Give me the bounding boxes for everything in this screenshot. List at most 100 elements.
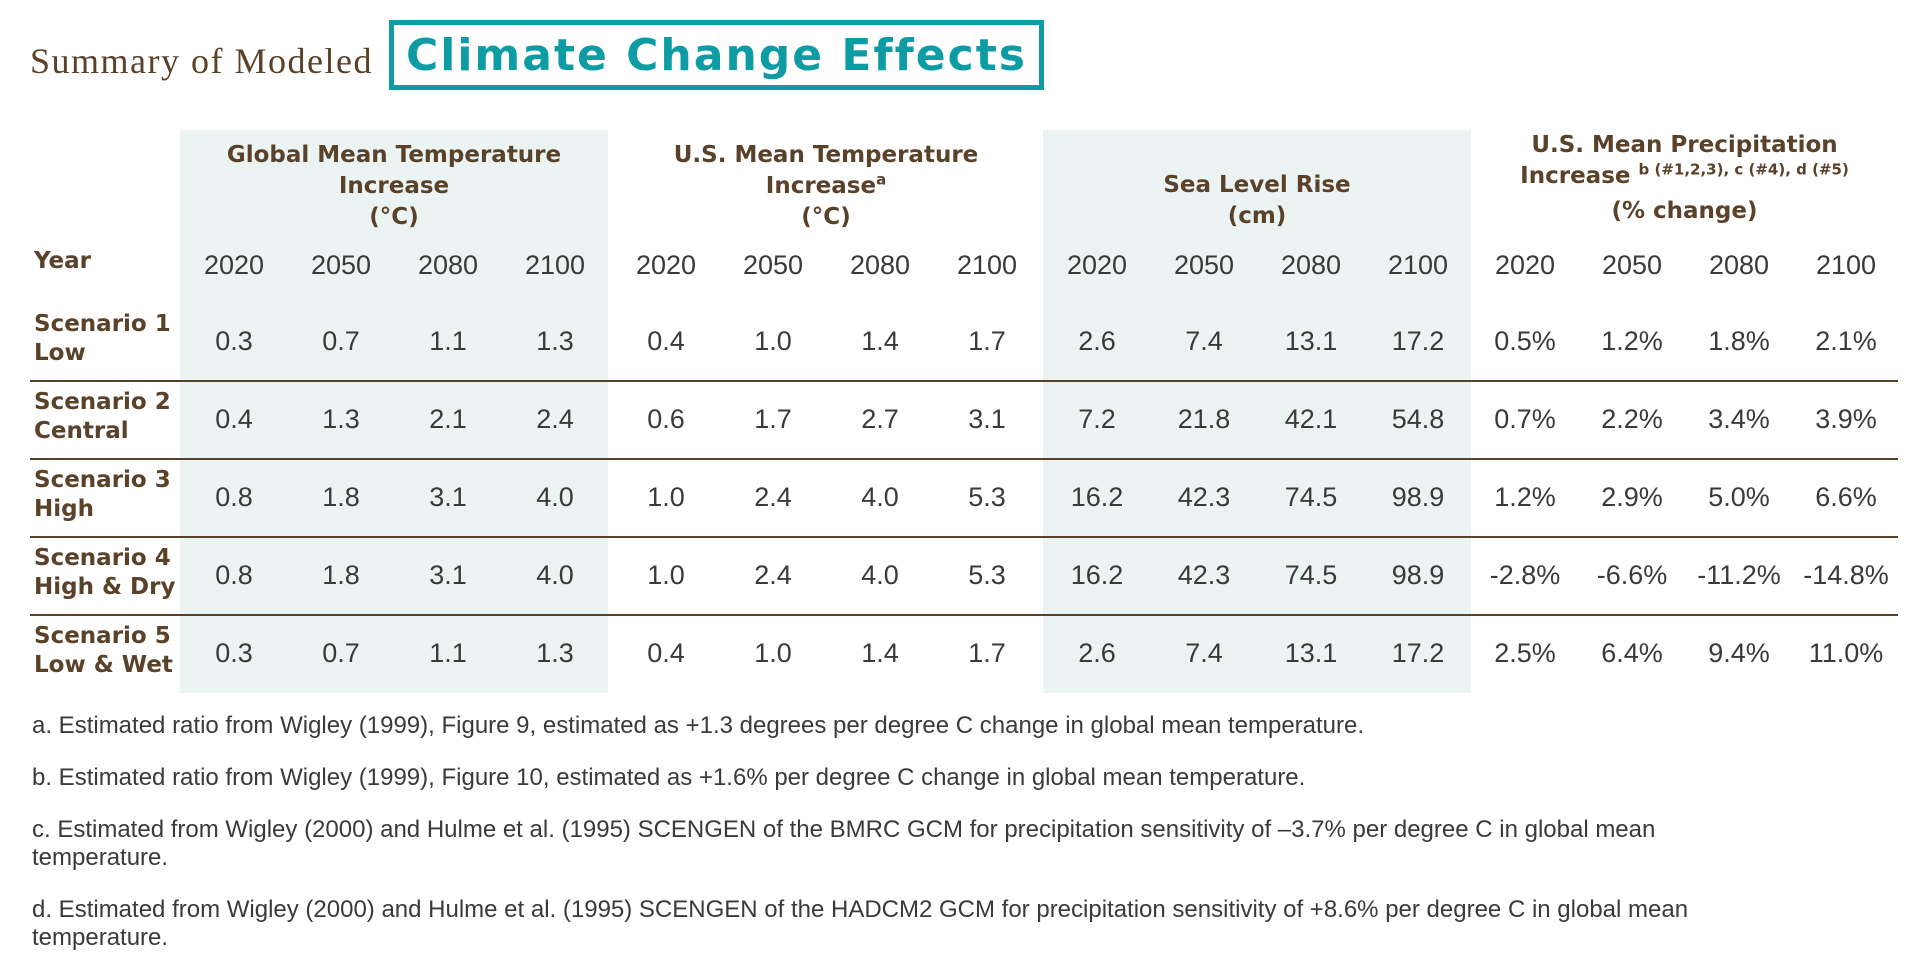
table-cell: -6.6% — [1596, 560, 1668, 590]
table-cell: 7.4 — [1185, 638, 1223, 668]
table-cell: 0.7% — [1494, 404, 1556, 434]
table-cell: 16.2 — [1070, 482, 1124, 512]
table-row: Scenario 2 Central 0.4 1.3 2.1 2.4 0.6 1.7 2.7 3.… — [30, 380, 1898, 458]
table-cell: 1.8 — [322, 560, 360, 590]
table-cell: 0.4 — [647, 638, 685, 668]
title-box: Climate Change Effects — [388, 20, 1044, 90]
table-cell: 17.2 — [1391, 638, 1445, 668]
table-cell: 1.8 — [322, 482, 360, 512]
row-divider — [30, 614, 1898, 616]
scenario-sub: Low & Wet — [34, 652, 173, 678]
table-row: Scenario 1 Low 0.3 0.7 1.1 1.3 0.4 1.0 1.4 1.7 2.6… — [30, 302, 1898, 380]
table-cell: 0.7 — [322, 638, 360, 668]
footnote-a: a. Estimated ratio from Wigley (1999), F… — [32, 712, 1365, 739]
table-cell: 2.5% — [1494, 638, 1556, 668]
scenario-name: Scenario 4 — [34, 545, 171, 571]
table-cell: 1.0 — [647, 482, 685, 512]
table-cell: 2.4 — [536, 404, 574, 434]
table-cell: 4.0 — [861, 482, 899, 512]
table-cell: 1.3 — [536, 326, 574, 356]
group-header-line2: Increase — [765, 173, 877, 199]
table-cell: 2.6 — [1078, 638, 1116, 668]
table-cell: 2.9% — [1601, 482, 1663, 512]
shade-sea-level — [1043, 130, 1471, 693]
table-cell: 6.6% — [1815, 482, 1877, 512]
table-cell: 1.1 — [429, 638, 467, 668]
year-label: Year — [34, 248, 92, 274]
footnote-marker: a — [876, 170, 887, 189]
scenario-sub: Low — [34, 340, 86, 366]
group-header-global-temperature: Global Mean Temperature Increase (°C) — [180, 140, 608, 233]
group-header-unit: (cm) — [1227, 203, 1287, 229]
table-cell: 1.4 — [861, 326, 899, 356]
table-cell: 7.4 — [1185, 326, 1223, 356]
table-cell: 42.3 — [1177, 560, 1231, 590]
table-cell: 21.8 — [1177, 404, 1231, 434]
table-cell: 0.6 — [647, 404, 685, 434]
row-label: Scenario 4 High & Dry — [34, 544, 175, 602]
table-cell: 2.4 — [754, 482, 792, 512]
scenario-name: Scenario 1 — [34, 311, 171, 337]
footnote-d: d. Estimated from Wigley (2000) and Hulm… — [32, 896, 1689, 951]
group-header-unit: (°C) — [369, 204, 419, 230]
table-cell: 0.3 — [215, 326, 253, 356]
table-cell: 1.3 — [322, 404, 360, 434]
table-cell: 1.7 — [754, 404, 792, 434]
table-cell: 13.1 — [1284, 638, 1338, 668]
table-cell: 1.7 — [968, 638, 1006, 668]
scenario-name: Scenario 2 — [34, 389, 171, 415]
group-header-line2: Increase — [338, 173, 450, 199]
year-header-cell: 2080 — [1280, 250, 1342, 280]
table-cell: 5.3 — [968, 560, 1006, 590]
table-row: Scenario 4 High & Dry 0.8 1.8 3.1 4.0 1.0 2.4 4.… — [30, 536, 1898, 614]
footnotes: a. Estimated ratio from Wigley (1999), F… — [32, 712, 1772, 976]
table-cell: 4.0 — [536, 560, 574, 590]
group-header-unit: (°C) — [801, 204, 851, 230]
row-label: Scenario 5 Low & Wet — [34, 622, 173, 680]
table-cell: 4.0 — [861, 560, 899, 590]
table-cell: 0.4 — [215, 404, 253, 434]
group-header-line1: Sea Level Rise — [1163, 172, 1351, 198]
table-cell: 16.2 — [1070, 560, 1124, 590]
table-cell: 3.1 — [968, 404, 1006, 434]
table-cell: 2.2% — [1601, 404, 1663, 434]
row-label: Scenario 1 Low — [34, 310, 171, 368]
group-header-line1: U.S. Mean Temperature — [673, 142, 979, 168]
table-cell: 1.2% — [1601, 326, 1663, 356]
table-cell: 42.3 — [1177, 482, 1231, 512]
year-header-cell: 2020 — [635, 250, 697, 280]
group-header-unit: (% change) — [1611, 198, 1758, 224]
table-cell: 5.3 — [968, 482, 1006, 512]
table-cell: 2.1 — [429, 404, 467, 434]
group-header-us-temperature: U.S. Mean Temperature Increasea (°C) — [612, 140, 1040, 233]
table-cell: 3.9% — [1815, 404, 1877, 434]
year-header-cell: 2080 — [417, 250, 479, 280]
table-cell: 1.0 — [647, 560, 685, 590]
year-header-cell: 2080 — [1708, 250, 1770, 280]
year-header-cell: 2100 — [1387, 250, 1449, 280]
year-header-cell: 2080 — [849, 250, 911, 280]
row-divider — [30, 536, 1898, 538]
shade-global-temperature — [180, 130, 608, 693]
year-header-cell: 2050 — [310, 250, 372, 280]
table-cell: 2.7 — [861, 404, 899, 434]
table-row: Scenario 5 Low & Wet 0.3 0.7 1.1 1.3 0.4 1.0 1.4… — [30, 614, 1898, 692]
year-header-cell: 2100 — [956, 250, 1018, 280]
row-label: Scenario 3 High — [34, 466, 171, 524]
footnote-c: c. Estimated from Wigley (2000) and Hulm… — [32, 816, 1656, 871]
group-header-line2-wrap: Increase b (#1,2,3), c (#4), d (#5) — [1471, 161, 1898, 192]
table-cell: -14.8% — [1803, 560, 1889, 590]
table-cell: 13.1 — [1284, 326, 1338, 356]
table-cell: 11.0% — [1808, 638, 1884, 668]
table-cell: 17.2 — [1391, 326, 1445, 356]
table-row: Scenario 3 High 0.8 1.8 3.1 4.0 1.0 2.4 4.0 5.3 16… — [30, 458, 1898, 536]
table-cell: 6.4% — [1601, 638, 1663, 668]
row-label: Scenario 2 Central — [34, 388, 171, 446]
group-header-line2-wrap: Increasea — [612, 171, 1040, 202]
table-cell: 2.4 — [754, 560, 792, 590]
table-cell: 9.4% — [1708, 638, 1770, 668]
group-header-sea-level: Sea Level Rise (cm) — [1043, 170, 1471, 232]
title-row: Summary of Modeled Climate Change Effect… — [30, 14, 1044, 96]
table-cell: 1.3 — [536, 638, 574, 668]
year-header-cell: 2050 — [1601, 250, 1663, 280]
